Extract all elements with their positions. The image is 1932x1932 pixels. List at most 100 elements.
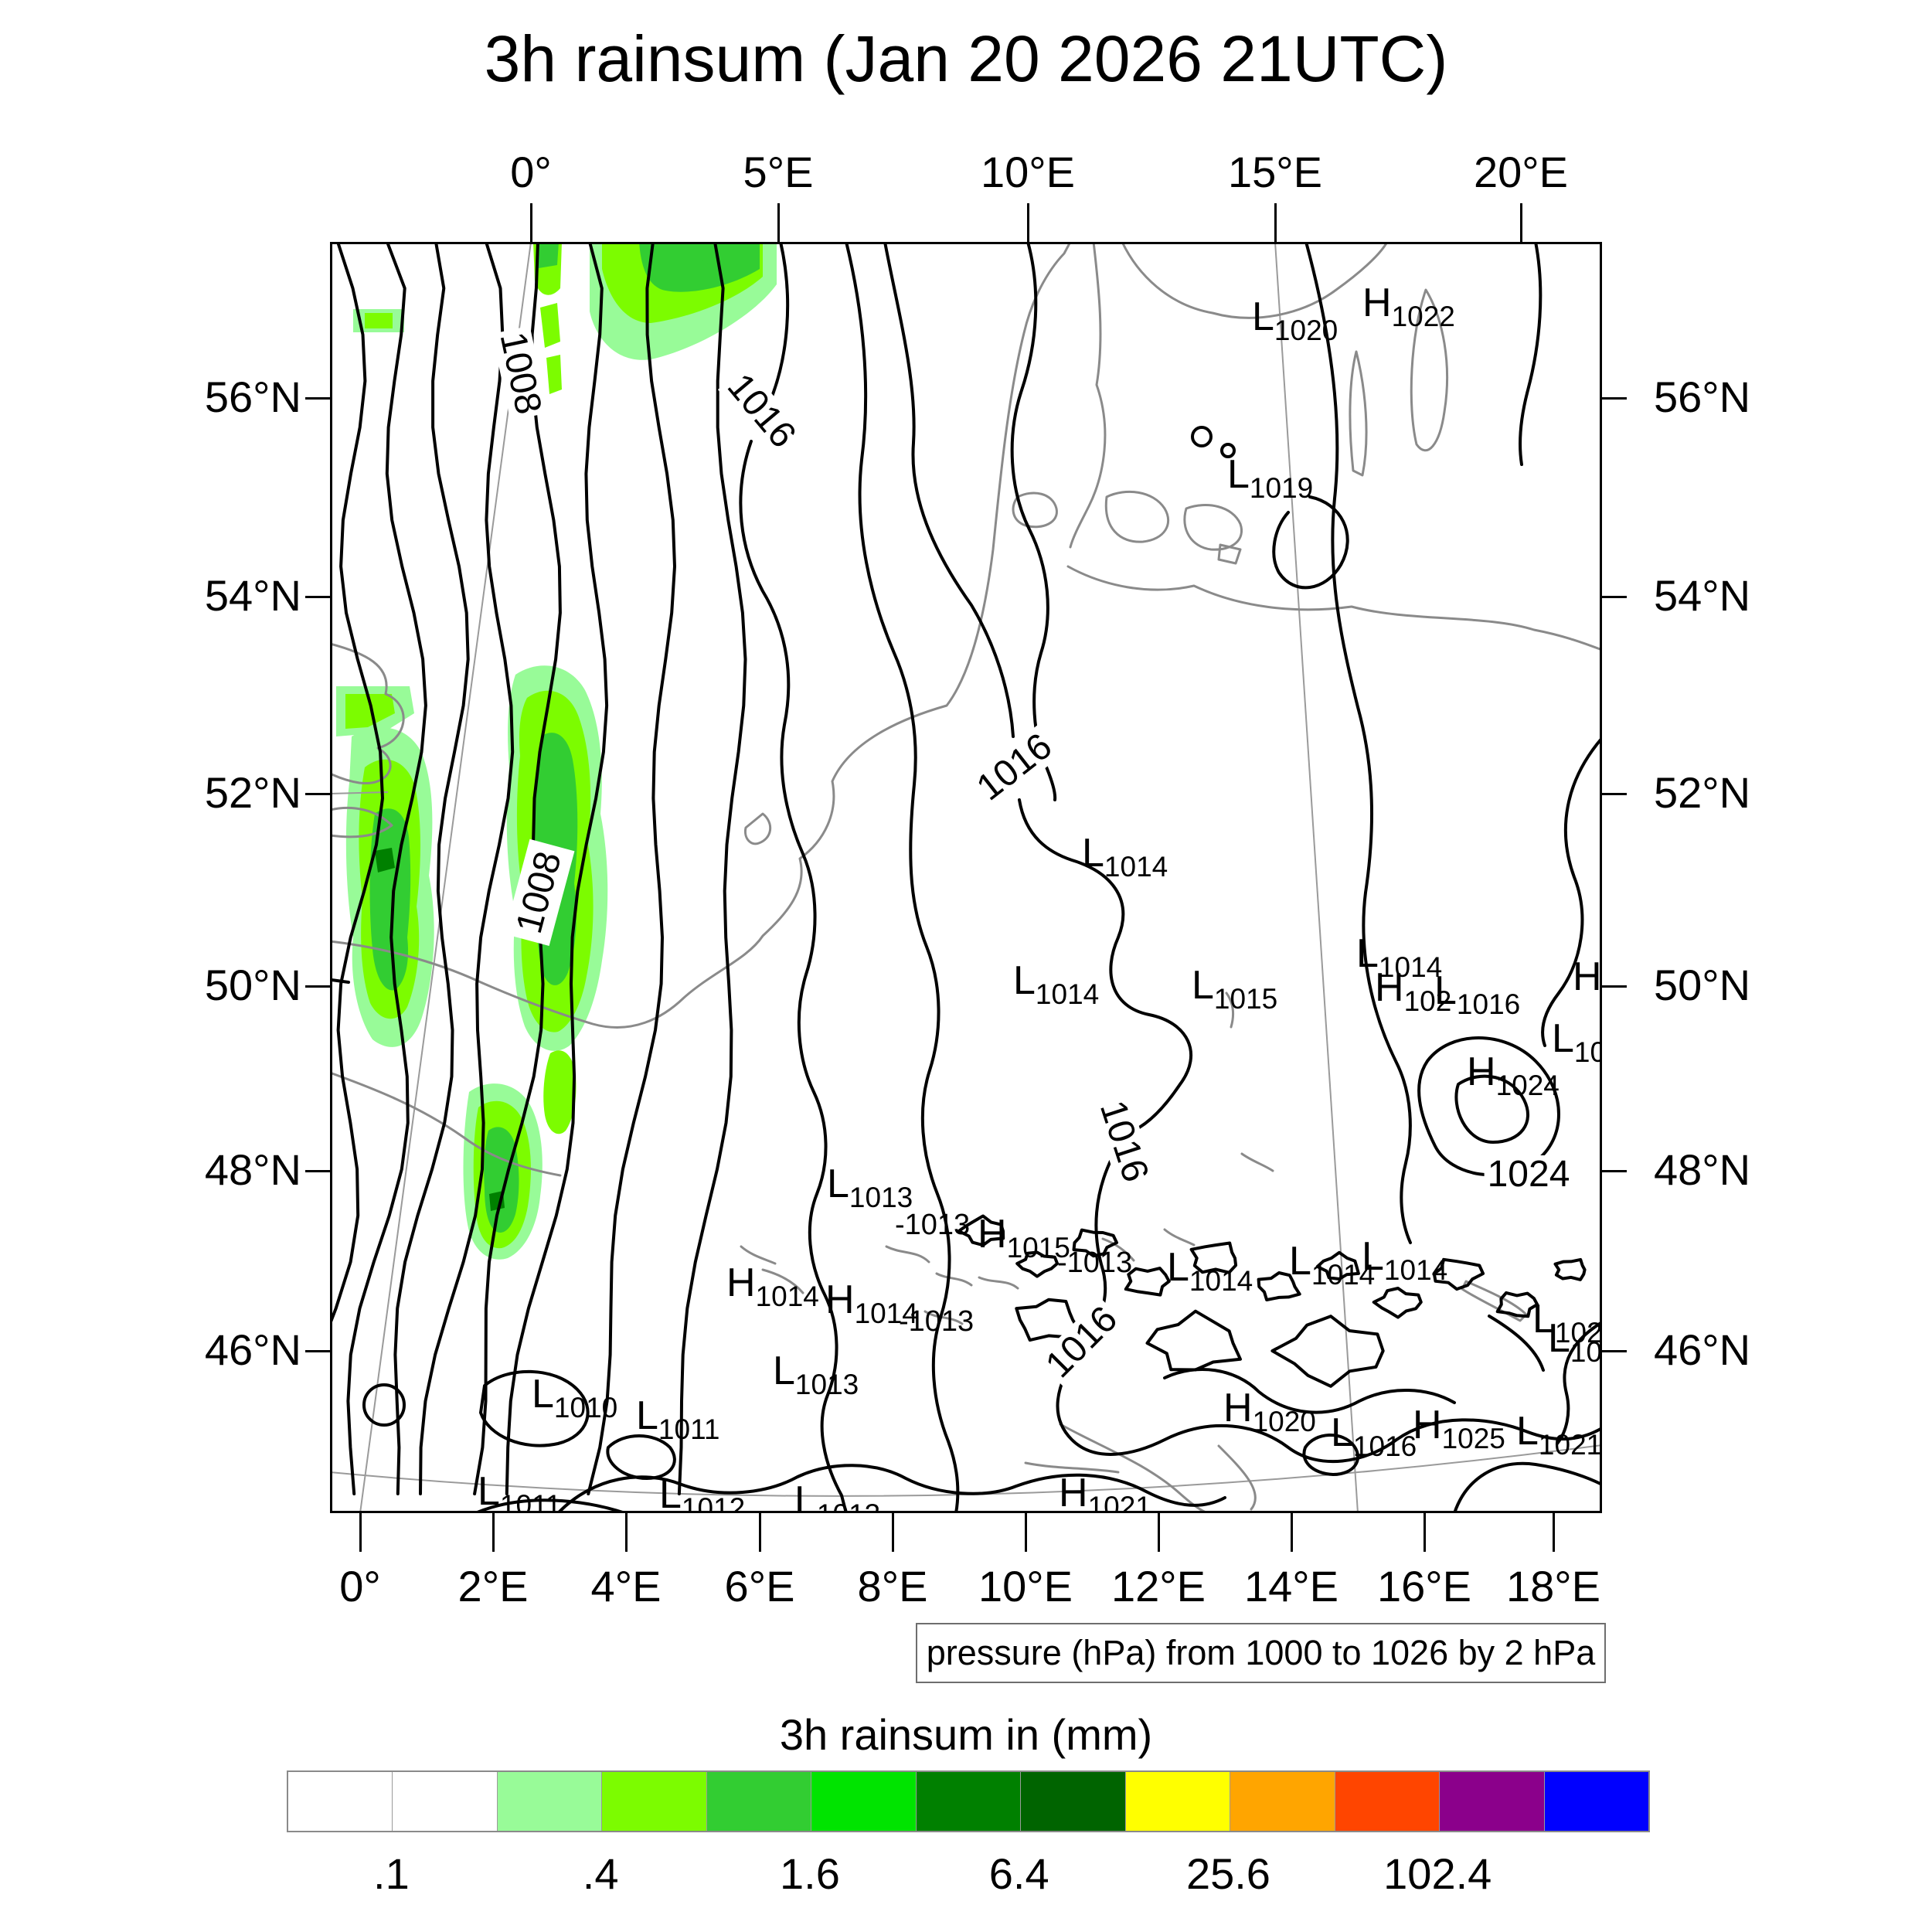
contour-inline-label: 1016	[1036, 1297, 1128, 1388]
pressure-contour-layer	[330, 242, 1602, 1513]
contour-inline-label: 1024	[1484, 1155, 1573, 1194]
coast-france-inland	[330, 1071, 562, 1177]
axis-tick-right	[1602, 595, 1627, 598]
high-pressure-label: H1022	[1362, 283, 1455, 331]
contour-topright	[1519, 242, 1543, 466]
parallel-stub	[330, 791, 389, 794]
alps-terrain	[885, 1245, 973, 1287]
coast-jutland-east	[1069, 242, 1107, 549]
pressure-letter: H	[1413, 1402, 1442, 1447]
axis-tick-bottom	[1290, 1513, 1293, 1552]
alps-terrain	[740, 1245, 804, 1294]
colorbar-cell-4	[706, 1772, 812, 1831]
low-pressure-label: L1016	[1434, 971, 1520, 1019]
axis-label-right: 50°N	[1654, 961, 1751, 1010]
colorbar-cell-7	[1021, 1772, 1126, 1831]
contour-fan-line	[393, 242, 470, 1495]
axis-label-top: 10°E	[980, 148, 1076, 196]
contour-fan-line	[587, 242, 676, 1495]
pressure-value: 1022	[1391, 300, 1455, 332]
pressure-letter: L	[1167, 1244, 1189, 1290]
axis-label-bottom: 18°E	[1505, 1562, 1601, 1611]
low-pressure-label: L1011	[636, 1396, 720, 1444]
contour-inline-label: 1016	[717, 364, 805, 458]
colorbar	[287, 1770, 1650, 1832]
contour-fan-line	[419, 242, 515, 1495]
pressure-value: 1014	[1104, 850, 1168, 883]
pressure-letter: H	[1375, 964, 1404, 1010]
contour-alpine-loop	[1189, 1241, 1238, 1274]
pressure-letter: L	[1532, 1296, 1555, 1342]
colorbar-tick-label: 25.6	[1185, 1849, 1270, 1898]
pressure-value: 102	[1403, 985, 1452, 1017]
pressure-letter: L	[1331, 1410, 1353, 1455]
coast-danish-isle	[1183, 504, 1243, 551]
pressure-value: 1019	[1249, 471, 1314, 504]
alps-terrain	[923, 1276, 1019, 1325]
axis-label-top: 0°	[510, 148, 552, 196]
colorbar-cell-8	[1125, 1772, 1231, 1831]
low-pressure-label: L1014	[1013, 961, 1099, 1009]
high-pressure-label: H1014	[726, 1263, 819, 1311]
pressure-label-layer: L1020 H1022 L1019 L1014 L1014 L1015 L1014 H102 L…	[330, 242, 1602, 1513]
contour-low-loop	[479, 1369, 590, 1447]
contour-alpine-loop	[1372, 1287, 1423, 1319]
low-pressure-label: L1014	[1082, 833, 1168, 881]
colorbar-cell-5	[811, 1772, 917, 1831]
pressure-value: 1014	[1311, 1258, 1376, 1291]
colorbar-tick-label: 1.6	[779, 1849, 840, 1898]
contour-small-loop	[1302, 1434, 1359, 1476]
high-pressure-label: H1015	[978, 1214, 1070, 1262]
colorbar-cell-2	[497, 1772, 603, 1831]
axis-tick-left	[305, 1349, 330, 1352]
contour-alpine-loop	[1072, 1228, 1118, 1258]
pressure-value: 1014	[1378, 951, 1443, 983]
coast-balaton	[1461, 1280, 1528, 1322]
low-pressure-label: L1013	[827, 1164, 913, 1212]
axis-label-left: 48°N	[204, 1145, 301, 1195]
axis-tick-bottom	[1157, 1513, 1160, 1552]
low-pressure-label: L1016	[1331, 1413, 1417, 1461]
pressure-value: 1010	[553, 1391, 618, 1423]
pressure-value: 1021	[1538, 1428, 1602, 1461]
rain-fleck	[365, 313, 393, 328]
pressure-letter: H	[978, 1211, 1007, 1257]
axis-tick-left	[305, 792, 330, 795]
low-pressure-label: L1015	[1192, 965, 1277, 1013]
axis-tick-left	[305, 985, 330, 988]
alps-terrain	[1101, 1228, 1196, 1262]
pressure-value: 1020	[1274, 314, 1338, 346]
contour-speck	[1191, 426, 1213, 447]
pressure-letter: L	[636, 1393, 658, 1438]
axis-tick-right	[1602, 396, 1627, 400]
rain-strip	[546, 355, 562, 394]
axis-tick-top	[1274, 203, 1277, 242]
contour-1016-line	[739, 242, 848, 1513]
coast-lake	[743, 812, 771, 845]
high-pressure-label: H102	[1375, 968, 1451, 1015]
contour-inline-label: 1016	[1091, 1093, 1156, 1190]
pressure-value: 1014	[854, 1297, 918, 1329]
low-pressure-label: L1020	[1252, 297, 1338, 345]
pressure-value: 1014	[755, 1280, 819, 1312]
rain-area-heavy	[375, 848, 395, 872]
contour-speck	[1220, 443, 1236, 458]
low-pressure-label: L102	[1548, 1318, 1602, 1366]
coast-istria	[1217, 1444, 1257, 1511]
axis-tick-right	[1602, 985, 1627, 988]
pressure-letter: L	[1289, 1238, 1311, 1284]
pressure-legend-box: pressure (hPa) from 1000 to 1026 by 2 hP…	[916, 1623, 1606, 1683]
pressure-value: 1014	[1035, 978, 1100, 1010]
alps-terrain	[1225, 992, 1274, 1172]
pressure-value: 1014	[1383, 1253, 1448, 1286]
pressure-value: 1013	[849, 1181, 913, 1213]
pressure-value: 1013	[794, 1368, 859, 1400]
contour-inline-label: 1016	[968, 724, 1062, 811]
map-frame	[330, 242, 1602, 1513]
contour-1024-loop	[1454, 1074, 1529, 1144]
pressure-legend-text: pressure (hPa) from 1000 to 1026 by 2 hP…	[926, 1633, 1596, 1672]
contour-fan-line	[505, 242, 609, 1495]
contour-alpine-loop	[1432, 1257, 1485, 1291]
axis-tick-bottom	[492, 1513, 495, 1552]
colorbar-tick-label: .1	[373, 1849, 410, 1898]
